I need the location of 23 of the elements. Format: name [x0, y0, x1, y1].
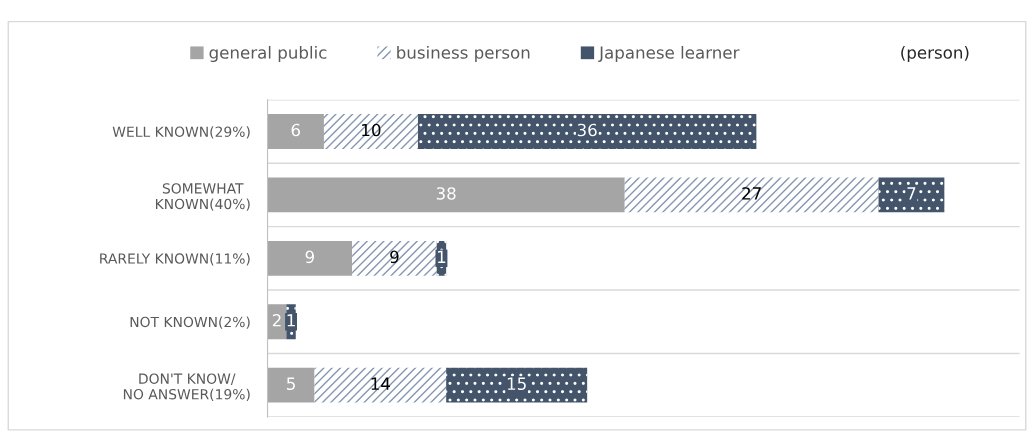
data-label: 9	[390, 250, 399, 264]
data-label: 6	[291, 123, 300, 137]
data-label: 2	[272, 313, 281, 327]
data-label: 1	[287, 314, 295, 327]
data-label: 15	[507, 377, 526, 391]
data-label: 10	[362, 123, 381, 137]
y-tick-label: NOT KNOWN(2%)	[130, 316, 250, 329]
legend-label: business person	[397, 45, 530, 63]
text: (person)	[901, 45, 969, 63]
data-label: 36	[577, 123, 597, 137]
data-label: 7	[907, 187, 916, 200]
legend-label: Japanese learner	[598, 45, 740, 63]
legend-label: general public	[209, 45, 327, 63]
data-label: 9	[305, 250, 314, 264]
y-tick-label: WELL KNOWN(29%)	[112, 126, 250, 139]
data-label: 5	[287, 377, 295, 391]
y-tick-label: RARELY KNOWN(11%)	[100, 253, 250, 266]
data-label: 1	[437, 250, 446, 263]
y-tick-label: DON'T KNOW/ NO ANSWER(19%)	[123, 373, 250, 402]
y-tick-label: SOMEWHAT KNOWN(40%)	[155, 183, 250, 211]
data-label: 14	[371, 377, 391, 390]
data-label: 38	[436, 187, 456, 200]
data-label: 27	[742, 187, 761, 200]
